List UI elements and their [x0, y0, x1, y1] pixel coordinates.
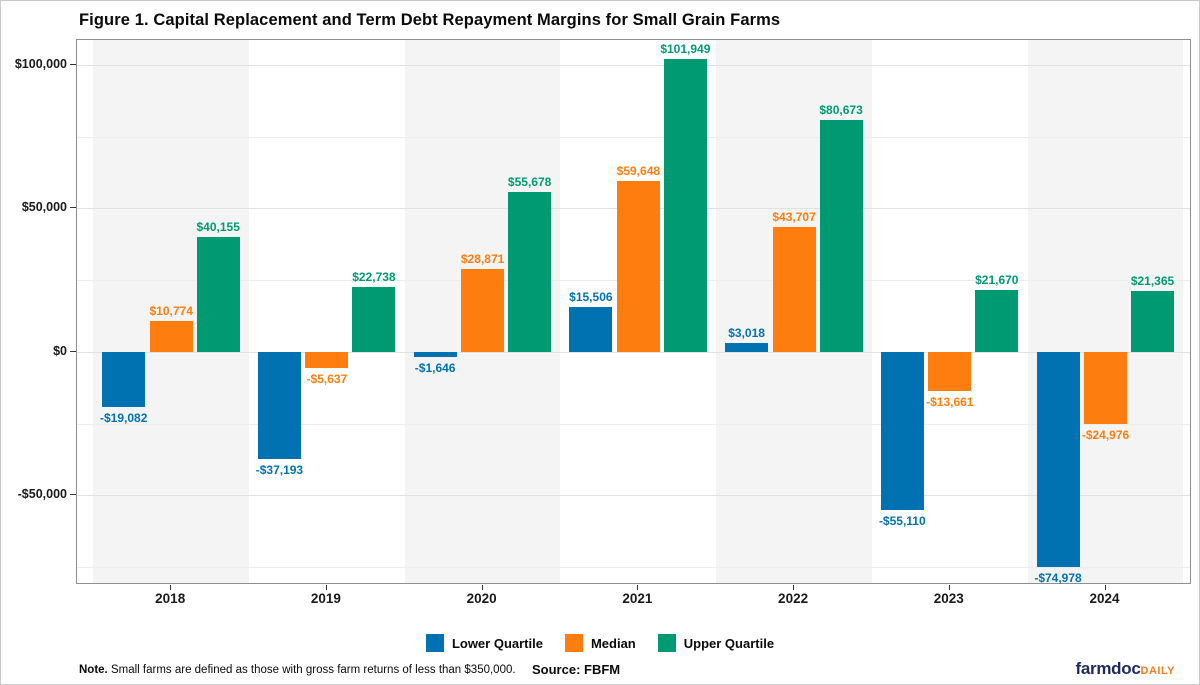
bar-label-lower-quartile-2020: -$1,646 — [414, 360, 456, 375]
bar-label-lower-quartile-2023: -$55,110 — [878, 514, 926, 529]
gridline-major — [77, 64, 1190, 66]
y-tick-label: $0 — [53, 343, 67, 358]
bar-label-upper-quartile-2018: $40,155 — [196, 219, 240, 234]
x-tick-mark — [637, 585, 639, 590]
legend-item-upper-quartile: Upper Quartile — [657, 634, 775, 652]
bar-lower-quartile-2023 — [880, 351, 924, 511]
legend-item-median: Median — [564, 634, 636, 652]
legend-swatch-median — [564, 634, 583, 652]
y-tick-label: -$50,000 — [17, 487, 67, 502]
bar-label-lower-quartile-2024: -$74,978 — [1034, 571, 1082, 586]
bar-label-upper-quartile-2022: $80,673 — [819, 103, 863, 118]
bar-upper-quartile-2020 — [508, 192, 552, 352]
bar-label-upper-quartile-2023: $21,670 — [975, 272, 1019, 287]
note-body: Small farms are defined as those with gr… — [107, 664, 516, 676]
bar-lower-quartile-2022 — [725, 343, 769, 352]
plot-area: -$19,082 -$37,193 -$1,646 $15,506 $3,018 -$55… — [76, 39, 1191, 586]
bar-label-lower-quartile-2019: -$37,193 — [255, 462, 304, 477]
bar-upper-quartile-2019 — [352, 286, 396, 352]
bar-lower-quartile-2020 — [413, 351, 457, 357]
bar-upper-quartile-2018 — [196, 236, 240, 352]
y-tick-mark — [70, 207, 76, 209]
x-tick-label-2019: 2019 — [310, 591, 341, 606]
x-tick-mark — [793, 585, 795, 590]
bar-median-2019 — [305, 351, 349, 369]
bar-median-2022 — [772, 226, 816, 352]
bar-label-upper-quartile-2019: $22,738 — [352, 269, 396, 284]
legend-label-lower-quartile: Lower Quartile — [451, 635, 543, 651]
bar-label-upper-quartile-2020: $55,678 — [507, 175, 552, 190]
x-tick-mark — [481, 585, 483, 590]
chart-title: Figure 1. Capital Replacement and Term D… — [79, 11, 781, 29]
legend-item-lower-quartile: Lower Quartile — [425, 634, 543, 652]
bar-label-median-2019: -$5,637 — [306, 372, 348, 387]
bar-label-median-2022: $43,707 — [772, 209, 816, 224]
bar-upper-quartile-2024 — [1131, 290, 1175, 352]
source-text: Source: FBFM — [532, 662, 621, 677]
bar-lower-quartile-2021 — [569, 307, 613, 352]
x-tick-label-2024: 2024 — [1089, 591, 1120, 606]
bar-lower-quartile-2024 — [1036, 351, 1080, 568]
bar-median-2018 — [149, 321, 193, 352]
y-tick-mark — [70, 350, 76, 352]
bar-upper-quartile-2023 — [975, 289, 1019, 352]
bar-label-median-2024: -$24,976 — [1081, 427, 1130, 442]
gridline-major — [77, 351, 1190, 353]
bar-lower-quartile-2018 — [102, 351, 146, 407]
x-tick-mark — [170, 585, 172, 590]
bar-label-lower-quartile-2018: -$19,082 — [100, 410, 148, 425]
bar-median-2020 — [461, 269, 505, 352]
legend-swatch-upper-quartile — [657, 634, 676, 652]
bar-label-median-2021: $59,648 — [616, 163, 661, 178]
bar-label-median-2018: $10,774 — [149, 304, 193, 319]
bar-label-upper-quartile-2024: $21,365 — [1130, 273, 1175, 288]
x-tick-mark — [1104, 585, 1106, 590]
logo-daily: DAILY — [1140, 665, 1175, 677]
y-tick-mark — [70, 494, 76, 496]
bar-upper-quartile-2022 — [819, 120, 863, 352]
legend-swatch-lower-quartile — [425, 634, 444, 652]
x-tick-label-2021: 2021 — [622, 591, 653, 606]
farmdoc-daily-logo: farmdocDAILY — [1076, 659, 1175, 679]
logo-farmdoc: farmdoc — [1075, 659, 1141, 678]
bar-label-median-2023: -$13,661 — [926, 395, 974, 410]
y-tick-mark — [70, 63, 76, 65]
gridline-minor — [77, 423, 1190, 425]
bar-label-lower-quartile-2021: $15,506 — [569, 290, 613, 305]
bar-median-2023 — [928, 351, 972, 392]
gridline-minor — [77, 567, 1190, 569]
x-tick-label-2022: 2022 — [778, 591, 809, 606]
gridline-minor — [77, 136, 1190, 138]
x-tick-label-2020: 2020 — [466, 591, 497, 606]
x-tick-label-2018: 2018 — [155, 591, 186, 606]
legend-label-median: Median — [590, 635, 636, 651]
gridline-major — [77, 495, 1190, 497]
note-text: Note. Small farms are defined as those w… — [79, 664, 516, 676]
y-tick-label: $50,000 — [21, 200, 67, 215]
x-tick-mark — [325, 585, 327, 590]
legend-label-upper-quartile: Upper Quartile — [683, 635, 775, 651]
x-tick-mark — [948, 585, 950, 590]
legend: Lower Quartile Median Upper Quartile — [1, 634, 1199, 652]
y-tick-label: $100,000 — [14, 56, 67, 71]
bar-label-upper-quartile-2021: $101,949 — [660, 42, 711, 57]
bar-label-median-2020: $28,871 — [460, 252, 505, 267]
bar-upper-quartile-2021 — [663, 59, 707, 352]
note-label: Note. — [79, 664, 108, 676]
bar-median-2021 — [616, 180, 660, 352]
bar-median-2024 — [1084, 351, 1128, 424]
bar-lower-quartile-2019 — [257, 351, 301, 459]
bar-label-lower-quartile-2022: $3,018 — [728, 326, 765, 341]
x-tick-label-2023: 2023 — [933, 591, 964, 606]
